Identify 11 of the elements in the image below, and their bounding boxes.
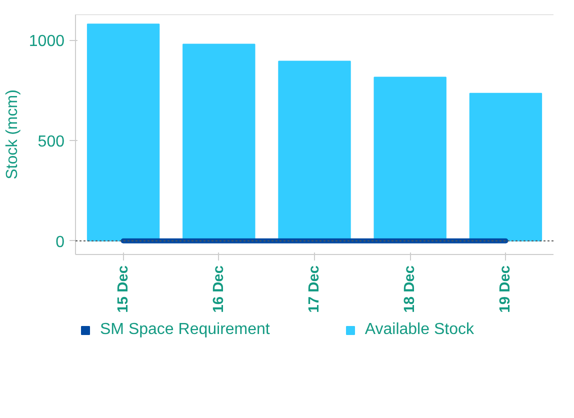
y-tick-label: 0	[56, 234, 65, 251]
x-tick-label: 17 Dec	[306, 265, 322, 313]
legend-label: SM Space Requirement	[100, 321, 270, 339]
y-axis-title: Stock (mcm)	[4, 90, 21, 180]
legend-label: Available Stock	[364, 321, 474, 339]
x-tick-label: 19 Dec	[498, 265, 514, 313]
x-tick-label: 16 Dec	[210, 265, 227, 313]
y-tick-label: 1000	[28, 33, 65, 50]
x-tick-label: 15 Dec	[115, 265, 132, 313]
x-tick-label: 18 Dec	[402, 265, 418, 313]
y-tick-label: 500	[38, 134, 65, 151]
